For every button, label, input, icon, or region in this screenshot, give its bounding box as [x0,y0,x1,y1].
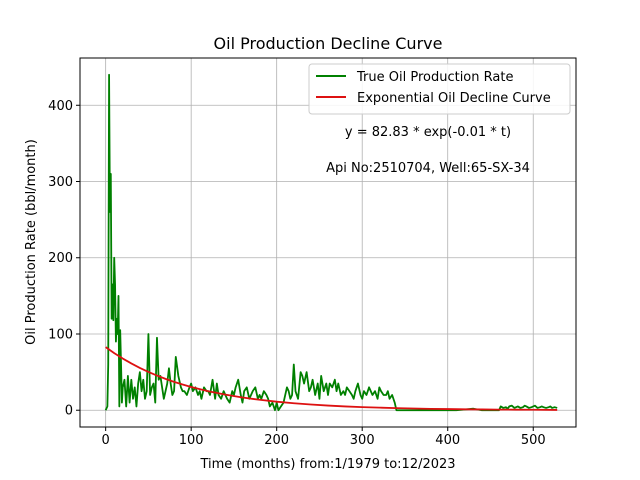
y-axis-label: Oil Production Rate (bbl/month) [24,139,39,345]
plot-frame [79,57,577,428]
x-tick-label: 500 [521,433,546,448]
x-tick-label: 0 [102,433,110,448]
y-axis-ticks: 0 100 200 300 400 [48,99,80,419]
series-layer [104,73,558,412]
x-tick-label: 300 [350,433,375,448]
x-tick-label: 100 [179,433,204,448]
exponential-decline-line [105,346,558,411]
y-tick-label: 300 [48,175,73,190]
y-tick-label: 100 [48,327,73,342]
x-axis-label: Time (months) from:1/1979 to:12/2023 [199,457,455,472]
equation-annotation: y = 82.83 * exp(-0.01 * t) [345,125,511,140]
legend: True Oil Production Rate Exponential Oil… [308,63,571,115]
x-axis-ticks: 0 100 200 300 400 500 [102,427,546,448]
x-tick-label: 200 [264,433,289,448]
y-tick-label: 0 [65,404,73,419]
x-tick-label: 400 [435,433,460,448]
y-tick-label: 200 [48,251,73,266]
legend-box [308,63,571,115]
legend-label-exponential: Exponential Oil Decline Curve [357,91,551,106]
true-production-line [104,73,558,412]
y-tick-label: 400 [48,99,73,114]
chart-title: Oil Production Decline Curve [214,34,443,53]
legend-label-true-rate: True Oil Production Rate [356,70,513,85]
well-annotation: Api No:2510704, Well:65-SX-34 [326,161,530,176]
